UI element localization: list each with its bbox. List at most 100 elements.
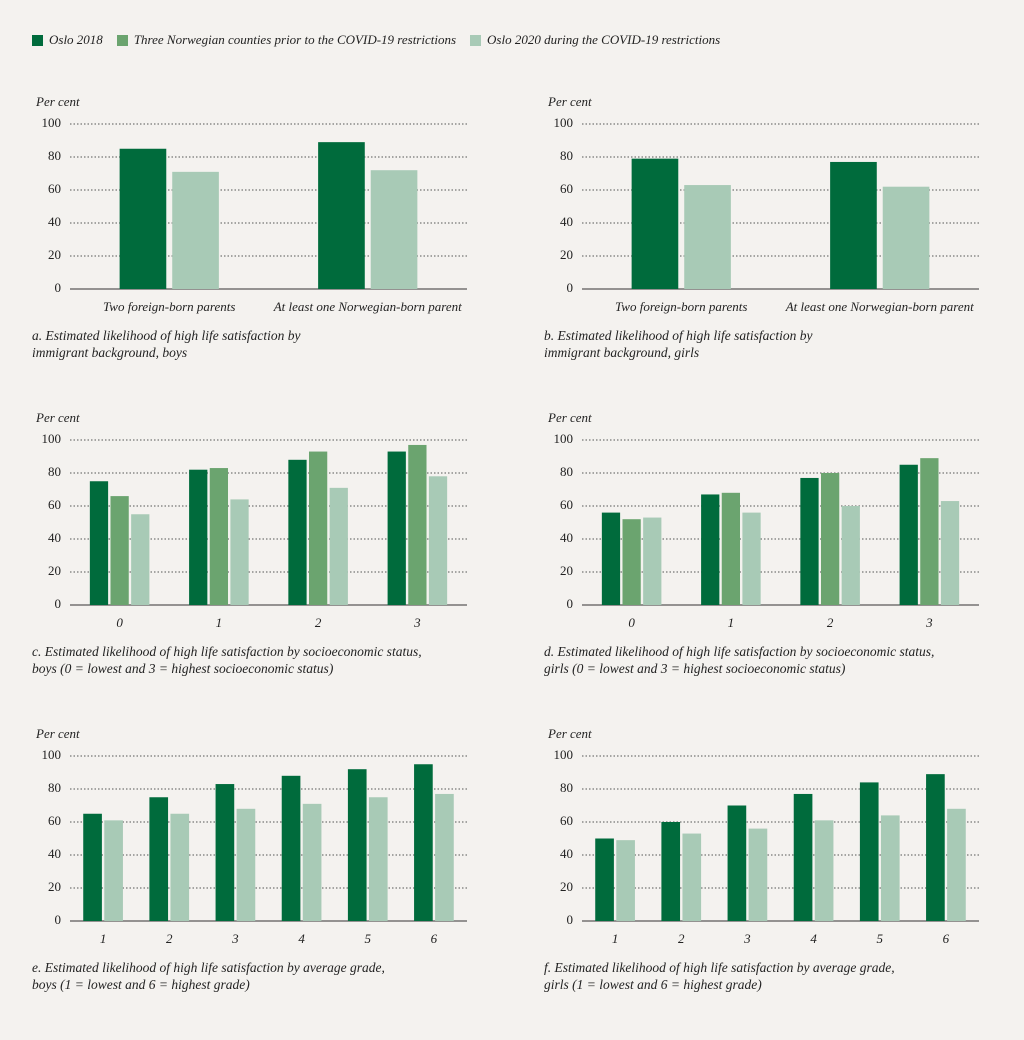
- bar: [172, 171, 219, 289]
- bar: [800, 477, 819, 605]
- bar: [643, 517, 662, 605]
- x-tick-label: 1: [216, 615, 223, 630]
- caption: a. Estimated likelihood of high life sat…: [32, 328, 301, 360]
- x-tick-label: At least one Norwegian-born parent: [273, 299, 462, 314]
- bar: [329, 487, 348, 605]
- bar: [830, 161, 877, 289]
- x-tick-label: 2: [315, 615, 322, 630]
- bar: [119, 148, 167, 289]
- x-tick-label: 2: [827, 615, 834, 630]
- bar: [387, 451, 406, 605]
- x-tick-label: 1: [728, 615, 735, 630]
- x-tick-label: 6: [943, 931, 950, 946]
- y-tick-label: 100: [42, 747, 62, 762]
- y-tick-label: 20: [48, 563, 61, 578]
- y-axis-label: Per cent: [35, 95, 80, 109]
- bar: [684, 185, 731, 289]
- bar: [814, 820, 834, 921]
- bar: [682, 833, 702, 921]
- x-tick-label: At least one Norwegian-born parent: [785, 299, 974, 314]
- legend-swatch: [116, 34, 128, 46]
- y-tick-label: 100: [554, 747, 574, 762]
- y-tick-label: 60: [560, 181, 573, 196]
- legend: Oslo 2018 Three Norwegian counties prior …: [32, 32, 720, 48]
- chart: Per cent 0 20 40 60 80 100 0 1 2 3: [547, 411, 979, 630]
- y-tick-label: 100: [42, 115, 62, 130]
- y-tick-label: 60: [48, 813, 61, 828]
- y-tick-label: 0: [55, 596, 62, 611]
- caption: f. Estimated likelihood of high life sat…: [544, 960, 895, 992]
- bar: [170, 813, 190, 921]
- bar: [368, 797, 388, 921]
- legend-swatch: [470, 34, 482, 46]
- legend-swatch: [32, 34, 43, 46]
- bar: [408, 444, 427, 605]
- x-tick-label: 6: [431, 931, 438, 946]
- y-tick-label: 80: [560, 464, 573, 479]
- y-tick-label: 20: [48, 879, 61, 894]
- bar: [882, 186, 930, 289]
- y-axis-label: Per cent: [547, 727, 592, 741]
- bar: [727, 805, 747, 921]
- chart-panel: Per cent 0 20 40 60 80 100 Two foreign-born par…: [512, 95, 1024, 395]
- bar: [926, 774, 945, 921]
- bar: [308, 451, 328, 605]
- bar: [215, 784, 235, 921]
- y-axis-label: Per cent: [35, 411, 80, 425]
- bar: [748, 828, 768, 921]
- chart-panel: Per cent 0 20 40 60 80 100 0 1 2 3 d. Estimated lik…: [512, 411, 1024, 711]
- x-tick-label: Two foreign-born parents: [103, 299, 235, 314]
- y-tick-label: 60: [560, 813, 573, 828]
- legend-entry: Oslo 2020 during the COVID-19 restrictio…: [470, 32, 720, 48]
- y-axis-label: Per cent: [35, 727, 80, 741]
- x-tick-label: 2: [678, 931, 685, 946]
- x-tick-label: 5: [365, 931, 372, 946]
- x-tick-label: 3: [231, 931, 239, 946]
- y-tick-label: 80: [48, 148, 61, 163]
- y-tick-label: 60: [560, 497, 573, 512]
- y-tick-label: 0: [567, 596, 574, 611]
- bar: [742, 512, 761, 605]
- y-tick-label: 40: [48, 846, 61, 861]
- bar: [622, 519, 641, 605]
- legend-label: Oslo 2018: [49, 32, 103, 47]
- y-tick-label: 80: [48, 780, 61, 795]
- bar: [414, 764, 433, 921]
- bar: [428, 476, 448, 605]
- y-tick-label: 80: [560, 780, 573, 795]
- y-tick-label: 60: [48, 181, 61, 196]
- x-tick-label: 4: [810, 931, 817, 946]
- bar: [859, 782, 879, 921]
- y-axis-label: Per cent: [547, 95, 592, 109]
- bar: [701, 494, 720, 605]
- bar: [616, 840, 635, 921]
- y-axis-label: Per cent: [547, 411, 592, 425]
- x-tick-label: 5: [877, 931, 884, 946]
- x-tick-label: 3: [743, 931, 751, 946]
- bar: [236, 808, 256, 921]
- y-tick-label: 60: [48, 497, 61, 512]
- x-tick-label: 3: [925, 615, 933, 630]
- chart: Per cent 0 20 40 60 80 100 Two foreign-born par…: [547, 95, 979, 314]
- legend-entry: Three Norwegian counties prior to the CO…: [116, 32, 456, 48]
- caption: d. Estimated likelihood of high life sat…: [544, 644, 935, 676]
- bar: [899, 464, 918, 605]
- y-tick-label: 40: [560, 530, 573, 545]
- x-tick-label: 0: [628, 615, 635, 630]
- bar: [920, 458, 939, 605]
- y-tick-label: 40: [560, 214, 573, 229]
- chart-panel: Per cent 0 20 40 60 80 100 1 2 3 4 5 6 f. Estimated l…: [512, 727, 1024, 1027]
- x-tick-label: 0: [116, 615, 123, 630]
- chart: Per cent 0 20 40 60 80 100 0 1 2 3: [35, 411, 467, 630]
- chart-panel: Per cent 0 20 40 60 80 100 Two foreign-born par…: [0, 95, 512, 395]
- legend-entry: Oslo 2018: [32, 32, 103, 48]
- y-tick-label: 0: [567, 280, 574, 295]
- caption: c. Estimated likelihood of high life sat…: [32, 644, 422, 676]
- bar: [83, 813, 102, 921]
- x-tick-label: Two foreign-born parents: [615, 299, 747, 314]
- x-tick-label: 1: [100, 931, 107, 946]
- bar: [947, 808, 966, 921]
- chart: Per cent 0 20 40 60 80 100 1 2 3 4 5 6: [547, 727, 979, 946]
- legend-label: Oslo 2020 during the COVID-19 restrictio…: [487, 32, 721, 47]
